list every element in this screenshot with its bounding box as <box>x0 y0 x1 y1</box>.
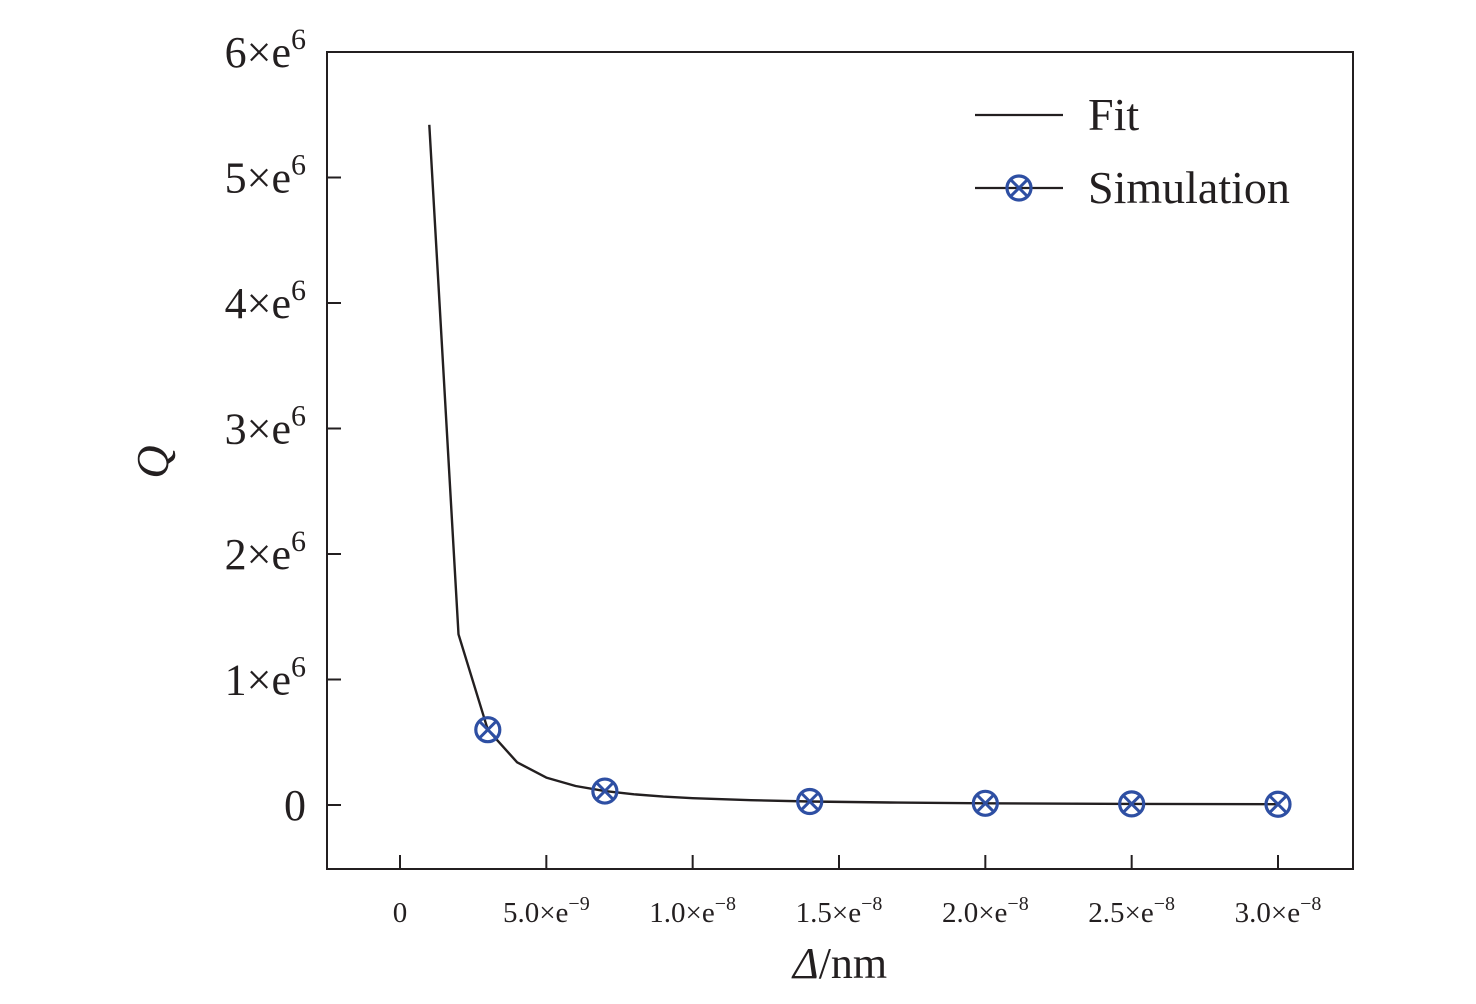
x-tick-label: 3.0×e−8 <box>1235 893 1322 929</box>
y-tick-label-exponent: 6 <box>291 525 306 558</box>
y-tick-label: 1×e6 <box>225 651 306 705</box>
x-tick-label: 0 <box>393 897 408 929</box>
x-tick-label-exponent: −8 <box>1154 893 1175 915</box>
legend-fit-label: Fit <box>1088 89 1139 140</box>
y-axis-title: Q <box>127 445 178 478</box>
simulation-point <box>1264 790 1292 818</box>
y-tick-label-exponent: 6 <box>291 149 306 182</box>
y-tick-label-exponent: 6 <box>291 400 306 433</box>
y-tick-label-mantissa: 1×e <box>225 656 291 705</box>
x-tick-label-exponent: −8 <box>715 893 736 915</box>
y-tick-label: 2×e6 <box>225 525 306 579</box>
x-tick-label-mantissa: 1.0×e <box>649 897 714 929</box>
x-tick-label: 1.0×e−8 <box>649 893 736 929</box>
y-tick-label-mantissa: 4×e <box>225 279 291 328</box>
x-tick-label: 2.0×e−8 <box>942 893 1029 929</box>
y-tick-label: 3×e6 <box>225 400 306 454</box>
y-tick-label-mantissa: 0 <box>284 781 306 830</box>
legend-simulation-marker-symbol <box>1005 174 1033 202</box>
legend: Fit Simulation <box>975 89 1290 213</box>
x-tick-label-exponent: −8 <box>1300 893 1321 915</box>
x-tick-label-mantissa: 1.5×e <box>796 897 861 929</box>
simulation-point <box>591 777 619 805</box>
legend-simulation-marker <box>1005 174 1033 202</box>
x-tick-label: 2.5×e−8 <box>1088 893 1175 929</box>
legend-simulation-label: Simulation <box>1088 162 1290 213</box>
y-tick-label-mantissa: 2×e <box>225 530 291 579</box>
series-layer <box>428 124 1292 818</box>
y-tick-label: 5×e6 <box>225 149 306 203</box>
x-tick-label-exponent: −8 <box>861 893 882 915</box>
simulation-point <box>796 787 824 816</box>
plot-frame <box>326 51 1354 870</box>
x-axis-title-symbol: Δ <box>791 939 819 988</box>
y-tick-label-exponent: 6 <box>291 274 306 307</box>
y-tick-label: 0 <box>284 781 306 830</box>
simulation-point <box>474 716 502 744</box>
simulation-point <box>1118 790 1146 818</box>
x-axis-title: Δ/nm <box>791 939 887 988</box>
x-tick-label: 5.0×e−9 <box>503 893 590 929</box>
y-tick-label: 4×e6 <box>225 274 306 328</box>
x-tick-label-mantissa: 3.0×e <box>1235 897 1300 929</box>
x-tick-label-mantissa: 5.0×e <box>503 897 568 929</box>
y-tick-label-exponent: 6 <box>291 23 306 56</box>
fit-line <box>428 124 1279 806</box>
y-tick-label-mantissa: 6×e <box>225 28 291 77</box>
x-tick-label-mantissa: 2.5×e <box>1088 897 1153 929</box>
y-tick-label: 6×e6 <box>225 23 306 77</box>
x-tick-label-exponent: −8 <box>1007 893 1028 915</box>
x-axis-title-unit: /nm <box>819 939 887 988</box>
y-tick-label-exponent: 6 <box>291 651 306 684</box>
ticks-layer: 0 5.0×e−9 1.0×e−8 1.5×e−8 2.0×e−8 2.5×e−8 3.0×… <box>225 23 1322 929</box>
x-tick-label-mantissa: 0 <box>393 897 408 929</box>
x-tick-label-exponent: −9 <box>568 893 589 915</box>
x-tick-label: 1.5×e−8 <box>796 893 883 929</box>
y-tick-label-mantissa: 5×e <box>225 154 291 203</box>
x-tick-label-mantissa: 2.0×e <box>942 897 1007 929</box>
simulation-point <box>971 789 999 817</box>
y-tick-label-mantissa: 3×e <box>225 405 291 454</box>
